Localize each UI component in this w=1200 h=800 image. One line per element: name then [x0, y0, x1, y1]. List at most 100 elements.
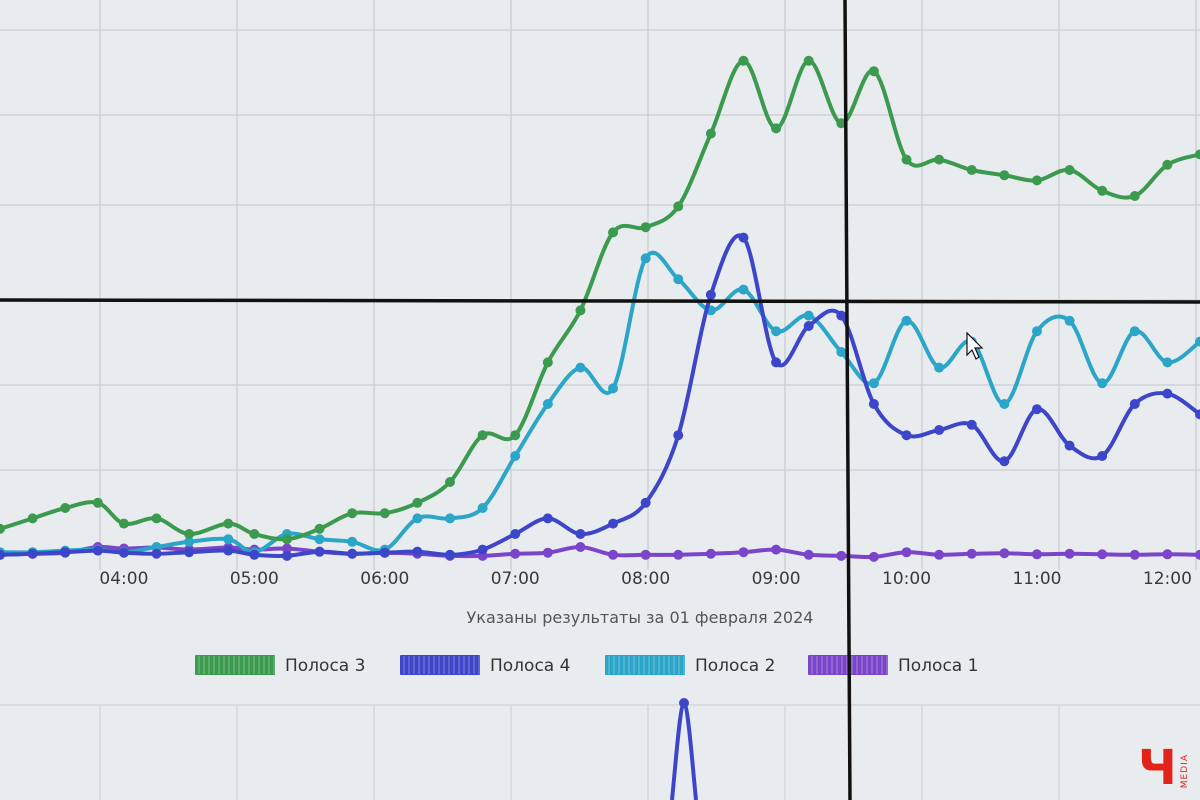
x-axis-label: Указаны результаты за 01 февраля 2024 [467, 608, 814, 627]
data-point [738, 232, 749, 243]
data-point [901, 547, 912, 558]
legend-label: Полоса 3 [285, 656, 365, 676]
data-point [379, 547, 390, 558]
x-tick-label: 11:00 [1012, 569, 1061, 589]
data-point [934, 549, 945, 560]
series-полоса-4 [0, 232, 1200, 561]
data-point [1097, 549, 1108, 560]
data-point [1129, 399, 1140, 409]
data-point [934, 362, 945, 373]
data-point [27, 513, 38, 524]
data-point [223, 545, 234, 556]
x-tick-label: 06:00 [360, 569, 409, 589]
data-point [705, 548, 716, 559]
data-point [868, 378, 879, 389]
data-point [901, 154, 912, 165]
series-line [0, 233, 1200, 559]
data-point [379, 508, 390, 519]
data-point [184, 529, 195, 539]
data-point [1031, 549, 1042, 560]
data-point [999, 399, 1010, 409]
data-point [412, 497, 423, 508]
data-point [347, 508, 358, 519]
data-point [510, 451, 521, 461]
data-point [640, 549, 651, 560]
data-point [966, 419, 977, 430]
data-point [575, 542, 586, 552]
data-point [281, 543, 292, 554]
data-point [1162, 549, 1173, 560]
data-point [510, 430, 521, 441]
data-point [868, 551, 879, 562]
x-axis-ticks: 04:00 05:00 06:00 07:00 08:00 09:00 10:00 11:00… [99, 569, 1191, 589]
series-line [0, 250, 1200, 555]
data-point [966, 165, 977, 175]
data-point [223, 518, 234, 529]
data-point [184, 536, 195, 547]
data-point [738, 547, 749, 558]
data-point [901, 430, 912, 441]
legend-item[interactable]: Полоса 2 [605, 655, 775, 676]
series-полоса-3 [0, 55, 1200, 545]
data-point [608, 549, 619, 560]
data-point [92, 545, 103, 556]
data-point [223, 534, 234, 545]
chart-series [0, 55, 1200, 562]
data-point [1129, 191, 1140, 201]
data-point [1195, 549, 1200, 560]
legend-item[interactable]: Полоса 1 [808, 655, 978, 676]
data-point [1031, 326, 1042, 337]
data-point [477, 503, 488, 513]
data-point [151, 548, 162, 559]
legend-item[interactable]: Полоса 4 [400, 655, 570, 676]
data-point [1162, 159, 1173, 170]
data-point [999, 170, 1010, 181]
data-point [868, 399, 879, 409]
lower-series-line [670, 700, 698, 800]
data-point [836, 347, 847, 357]
data-point [705, 128, 716, 139]
data-point [868, 66, 879, 77]
data-point [705, 289, 716, 300]
data-point [60, 503, 71, 513]
data-point [901, 315, 912, 326]
legend-swatch [605, 655, 685, 675]
data-point [771, 544, 782, 555]
data-point [27, 548, 38, 559]
x-tick-label: 09:00 [752, 569, 801, 589]
data-point [999, 456, 1010, 467]
data-point [542, 357, 553, 368]
data-point [640, 253, 651, 264]
data-point [510, 529, 521, 539]
legend-label: Полоса 2 [695, 656, 775, 676]
data-point [412, 546, 423, 557]
data-point [445, 549, 455, 560]
logo-media-text: MEDIA [1180, 753, 1190, 788]
data-point [836, 310, 847, 321]
logo-letter: Ч [1138, 740, 1177, 796]
data-point [1195, 336, 1200, 347]
data-point [836, 118, 847, 129]
data-point [771, 326, 782, 337]
mouse-pointer-icon [966, 331, 984, 360]
data-point [1031, 175, 1042, 186]
frame-line-horizontal [0, 298, 1200, 304]
data-point [1162, 357, 1173, 368]
data-point [673, 201, 684, 212]
legend-item[interactable]: Полоса 3 [195, 655, 365, 676]
legend[interactable]: Полоса 3 Полоса 4 Полоса 2 Полоса 1 [195, 655, 978, 676]
data-point [314, 523, 325, 534]
data-point [608, 518, 619, 529]
data-point [1129, 326, 1140, 337]
data-point [347, 536, 358, 547]
data-point [0, 523, 5, 534]
data-point [281, 550, 292, 561]
x-tick-label: 07:00 [491, 569, 540, 589]
x-tick-label: 12:00 [1143, 569, 1192, 589]
data-point [445, 513, 455, 524]
data-point [608, 383, 619, 394]
legend-swatch [195, 655, 275, 675]
legend-swatch [400, 655, 480, 675]
data-point [803, 321, 814, 331]
